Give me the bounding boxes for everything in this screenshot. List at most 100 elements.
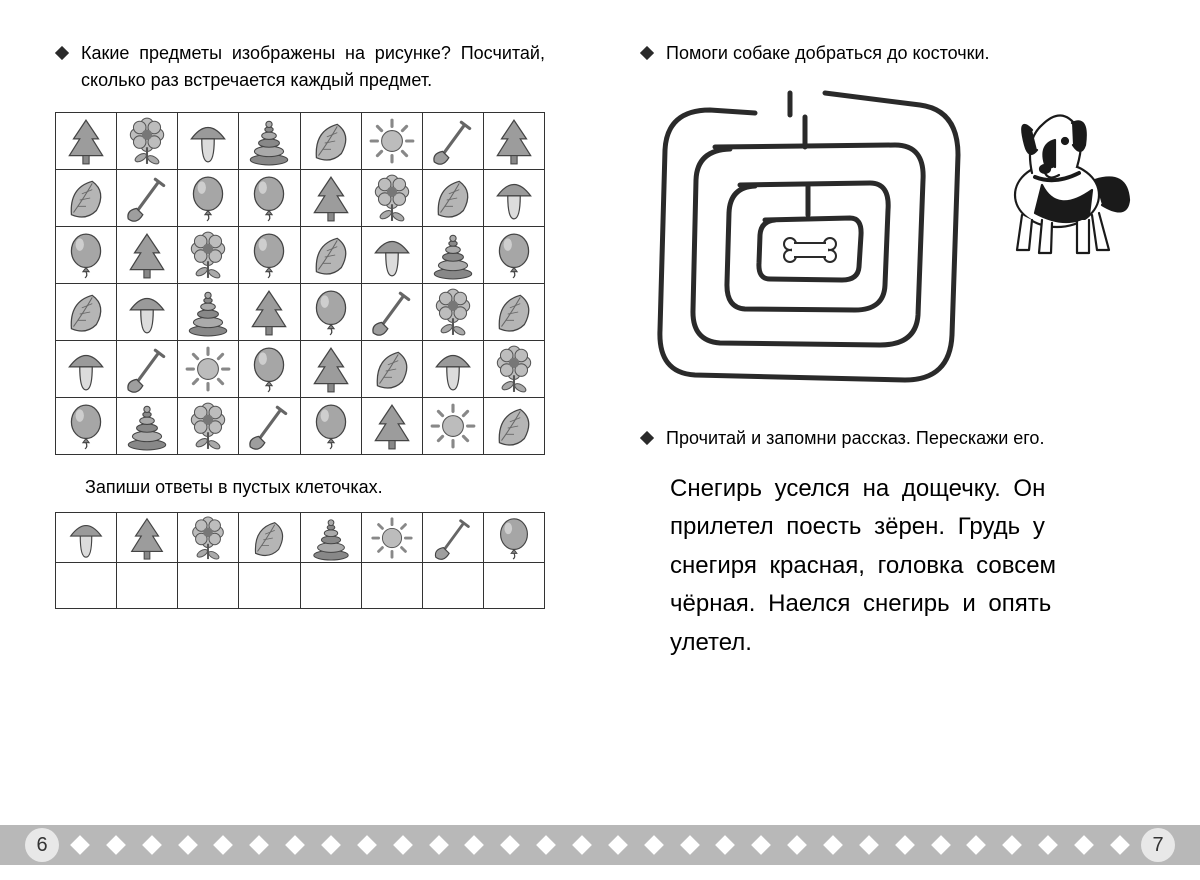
grid-cell (239, 341, 300, 398)
answer-input-cell[interactable] (239, 563, 300, 609)
tree-icon (306, 344, 356, 394)
footer-diamond-icon (357, 835, 377, 855)
answer-header-cell (178, 513, 239, 563)
answer-input-cell[interactable] (178, 563, 239, 609)
diamond-bullet-icon (640, 431, 654, 445)
maze-icon (640, 85, 967, 395)
answer-input-cell[interactable] (56, 563, 117, 609)
maze-area (640, 85, 1140, 395)
sun-icon (369, 515, 415, 561)
balloon-icon (244, 230, 294, 280)
flower-icon (122, 116, 172, 166)
mushroom-icon (122, 287, 172, 337)
diamond-bullet-icon (640, 46, 654, 60)
footer-diamond-icon (213, 835, 233, 855)
footer-diamond-icon (285, 835, 305, 855)
shovel-icon (122, 344, 172, 394)
grid-cell (239, 398, 300, 455)
grid-cell (239, 227, 300, 284)
answer-header-cell (422, 513, 483, 563)
footer-diamond-icon (859, 835, 879, 855)
grid-cell (361, 284, 422, 341)
answer-header-cell (300, 513, 361, 563)
sun-icon (428, 401, 478, 451)
grid-cell (361, 341, 422, 398)
leaf-icon (306, 116, 356, 166)
footer-diamond-icon (1038, 835, 1058, 855)
pyramid-icon (308, 515, 354, 561)
answer-header-cell (239, 513, 300, 563)
footer-diamond-icon (142, 835, 162, 855)
answer-input-cell[interactable] (117, 563, 178, 609)
footer-diamond-icon (536, 835, 556, 855)
grid-cell (300, 113, 361, 170)
grid-cell (300, 170, 361, 227)
grid-cell (483, 341, 544, 398)
footer-diamond-icon (393, 835, 413, 855)
footer-diamond-icon (249, 835, 269, 855)
leaf-icon (61, 173, 111, 223)
tree-icon (489, 116, 539, 166)
grid-cell (178, 170, 239, 227)
page-number-left: 6 (25, 828, 59, 862)
grid-cell (300, 341, 361, 398)
pyramid-icon (428, 230, 478, 280)
pyramid-icon (183, 287, 233, 337)
mushroom-icon (63, 515, 109, 561)
task-1-text: Какие предметы изображены на рисунке? По… (81, 40, 545, 94)
flower-icon (428, 287, 478, 337)
grid-cell (56, 227, 117, 284)
balloon-icon (491, 515, 537, 561)
grid-cell (300, 398, 361, 455)
grid-cell (422, 227, 483, 284)
footer-diamond-icon (70, 835, 90, 855)
grid-cell (422, 170, 483, 227)
answer-input-cell[interactable] (300, 563, 361, 609)
answer-grid (55, 512, 545, 609)
story-text: Снегирь уселся на дощечку. Он прилетел п… (670, 470, 1140, 662)
balloon-icon (306, 287, 356, 337)
grid-cell (178, 284, 239, 341)
tree-icon (124, 515, 170, 561)
grid-cell (361, 170, 422, 227)
leaf-icon (428, 173, 478, 223)
mushroom-icon (489, 173, 539, 223)
grid-cell (178, 113, 239, 170)
grid-cell (117, 170, 178, 227)
grid-cell (483, 398, 544, 455)
flower-icon (185, 515, 231, 561)
grid-cell (56, 170, 117, 227)
grid-cell (117, 284, 178, 341)
leaf-icon (489, 287, 539, 337)
flower-icon (183, 401, 233, 451)
page-left: Какие предметы изображены на рисунке? По… (0, 0, 600, 825)
shovel-icon (244, 401, 294, 451)
grid-cell (117, 398, 178, 455)
footer-diamond-icon (1110, 835, 1130, 855)
footer-diamond-icon (1002, 835, 1022, 855)
tree-icon (244, 287, 294, 337)
diamond-bullet-icon (55, 46, 69, 60)
answer-header-cell (117, 513, 178, 563)
footer-diamond-icon (429, 835, 449, 855)
grid-cell (239, 284, 300, 341)
tree-icon (61, 116, 111, 166)
footer-diamond-icon (178, 835, 198, 855)
grid-cell (239, 170, 300, 227)
answer-input-cell[interactable] (422, 563, 483, 609)
grid-cell (422, 284, 483, 341)
answer-input-cell[interactable] (483, 563, 544, 609)
grid-cell (361, 398, 422, 455)
dog-icon (977, 85, 1140, 265)
shovel-icon (122, 173, 172, 223)
answer-input-cell[interactable] (361, 563, 422, 609)
sub-instruction: Запиши ответы в пустых клеточках. (85, 477, 545, 498)
grid-cell (178, 341, 239, 398)
footer-diamonds (70, 825, 1130, 865)
footer-diamond-icon (106, 835, 126, 855)
footer-diamond-icon (787, 835, 807, 855)
shovel-icon (428, 116, 478, 166)
task-2-text: Помоги собаке добраться до косточки. (666, 40, 990, 67)
footer-diamond-icon (608, 835, 628, 855)
flower-icon (183, 230, 233, 280)
